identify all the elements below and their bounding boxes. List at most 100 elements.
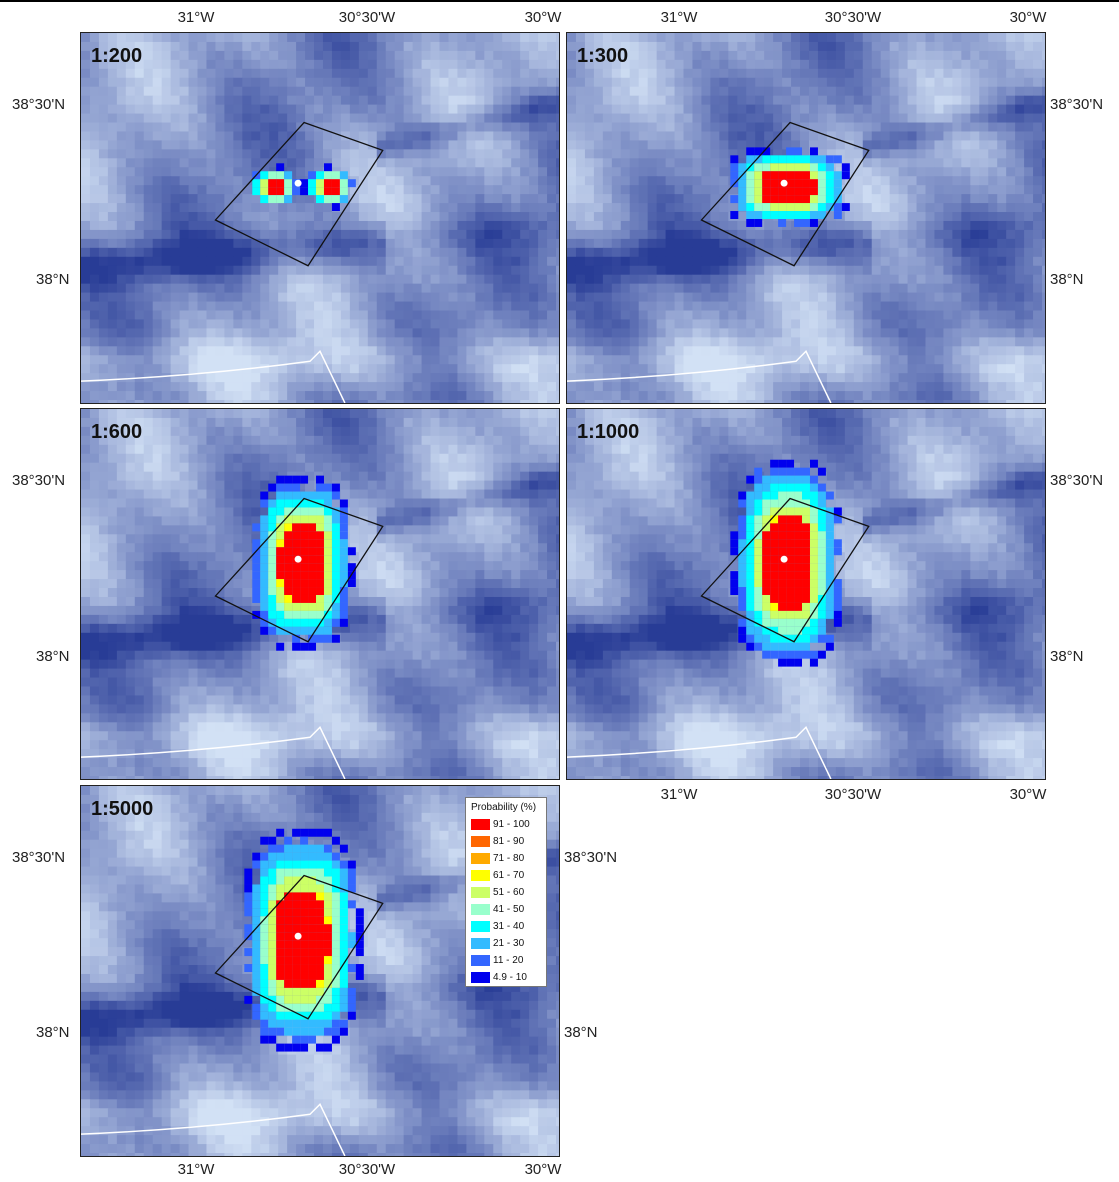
bathymetry-cell — [349, 382, 360, 392]
bathymetry-cell — [1015, 68, 1025, 79]
bathymetry-cell — [89, 417, 100, 428]
bathymetry-cell — [988, 122, 998, 132]
bathymetry-cell — [197, 229, 207, 240]
bathymetry-cell — [107, 229, 118, 240]
bathymetry-cell — [961, 68, 971, 79]
bathymetry-cell — [979, 391, 989, 401]
bathymetry-cell — [457, 444, 467, 455]
bathymetry-cell — [385, 176, 396, 186]
bathymetry-cell — [701, 382, 711, 392]
bathymetry-cell — [683, 95, 693, 106]
bathymetry-cell — [529, 274, 539, 285]
probability-cell — [802, 195, 810, 204]
bathymetry-cell — [439, 185, 449, 195]
bathymetry-cell — [656, 292, 667, 303]
bathymetry-cell — [331, 86, 342, 97]
bathymetry-cell — [81, 149, 91, 159]
bathymetry-cell — [925, 229, 935, 240]
bathymetry-cell — [287, 301, 297, 311]
bathymetry-cell — [665, 95, 676, 106]
bathymetry-cell — [367, 274, 378, 285]
bathymetry-cell — [233, 364, 243, 374]
bathymetry-cell — [475, 41, 485, 52]
bathymetry-cell — [152, 122, 163, 132]
bathymetry-cell — [394, 95, 405, 106]
bathymetry-cell — [511, 283, 521, 294]
bathymetry-cell — [728, 238, 738, 249]
bathymetry-cell — [988, 104, 998, 115]
bathymetry-cell — [152, 185, 163, 195]
bathymetry-cell — [1033, 203, 1043, 213]
bathymetry-cell — [1033, 95, 1043, 106]
bathymetry-cell — [556, 59, 559, 70]
bathymetry-cell — [916, 256, 926, 267]
bathymetry-cell — [421, 319, 432, 329]
bathymetry-cell — [125, 212, 136, 222]
bathymetry-cell — [979, 400, 989, 403]
bathymetry-cell — [916, 391, 926, 401]
bathymetry-cell — [152, 41, 163, 52]
bathymetry-cell — [1015, 391, 1025, 401]
bathymetry-cell — [125, 319, 136, 329]
bathymetry-cell — [907, 310, 918, 320]
bathymetry-cell — [567, 167, 577, 177]
bathymetry-cell — [170, 444, 181, 455]
bathymetry-cell — [260, 41, 270, 52]
bathymetry-cell — [197, 283, 207, 294]
bathymetry-cell — [719, 220, 729, 231]
bathymetry-cell — [403, 140, 414, 150]
bathymetry-cell — [701, 256, 711, 267]
bathymetry-cell — [791, 238, 801, 249]
bathymetry-cell — [457, 346, 467, 356]
bathymetry-cell — [439, 247, 449, 258]
bathymetry-cell — [835, 364, 846, 374]
bathymetry-cell — [358, 301, 369, 311]
bathymetry-cell — [584, 301, 595, 311]
bathymetry-cell — [916, 140, 926, 150]
bathymetry-cell — [89, 301, 100, 311]
bathymetry-cell — [331, 373, 342, 383]
bathymetry-cell — [728, 50, 738, 61]
bathymetry-cell — [89, 453, 100, 464]
bathymetry-cell — [134, 417, 145, 428]
bathymetry-cell — [206, 131, 216, 141]
bathymetry-cell — [934, 220, 944, 231]
bathymetry-cell — [1033, 364, 1043, 374]
bathymetry-cell — [430, 33, 440, 43]
bathymetry-cell — [179, 265, 190, 276]
bathymetry-cell — [349, 274, 360, 285]
bathymetry-cell — [260, 68, 270, 79]
bathymetry-cell — [764, 265, 774, 276]
bathymetry-cell — [979, 373, 989, 383]
bathymetry-cell — [835, 59, 846, 70]
bathymetry-cell — [349, 220, 360, 231]
bathymetry-cell — [448, 194, 458, 204]
bathymetry-cell — [322, 426, 333, 437]
bathymetry-cell — [934, 391, 944, 401]
bathymetry-cell — [412, 337, 423, 347]
bathymetry-cell — [808, 319, 819, 329]
bathymetry-cell — [215, 122, 225, 132]
bathymetry-cell — [457, 337, 467, 347]
bathymetry-cell — [457, 122, 467, 132]
bathymetry-cell — [683, 247, 693, 258]
bathymetry-cell — [683, 50, 693, 61]
bathymetry-cell — [125, 283, 136, 294]
bathymetry-cell — [817, 140, 828, 150]
bathymetry-cell — [907, 391, 918, 401]
bathymetry-cell — [98, 131, 109, 141]
bathymetry-cell — [844, 131, 855, 141]
bathymetry-cell — [502, 355, 512, 365]
bathymetry-cell — [1024, 337, 1034, 347]
bathymetry-cell — [567, 33, 577, 43]
bathymetry-cell — [376, 292, 387, 303]
bathymetry-cell — [862, 59, 873, 70]
bathymetry-cell — [161, 435, 172, 446]
bathymetry-cell — [1015, 301, 1025, 311]
bathymetry-cell — [647, 86, 658, 97]
bathymetry-cell — [907, 176, 918, 186]
bathymetry-cell — [421, 292, 432, 303]
bathymetry-cell — [997, 346, 1007, 356]
bathymetry-cell — [89, 400, 100, 403]
bathymetry-cell — [439, 382, 449, 392]
